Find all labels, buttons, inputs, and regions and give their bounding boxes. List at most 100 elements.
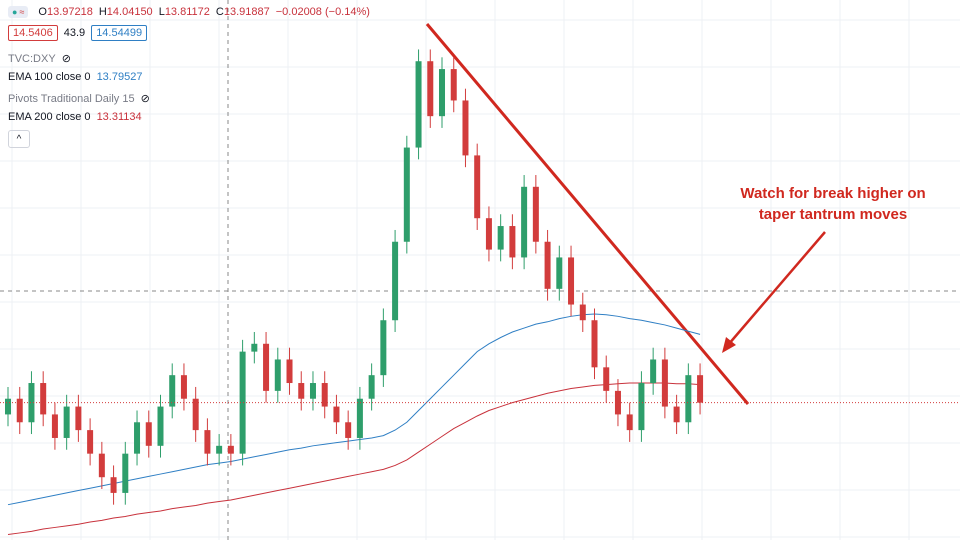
candle-body: [638, 383, 645, 431]
legend-value: 13.79527: [96, 71, 143, 83]
ohlc-l: L13.81172: [159, 6, 210, 18]
legend-name: EMA 100 close 0: [8, 71, 91, 83]
candle-body: [227, 445, 234, 454]
candle-body: [40, 383, 47, 415]
candle-body: [521, 186, 528, 258]
ema-line: [7, 382, 701, 536]
symbol: TVC:DXY: [8, 52, 56, 65]
ohlc-value: 13.97218: [46, 6, 93, 18]
hidden-icon[interactable]: ⊘: [140, 93, 150, 105]
candle-body: [603, 367, 610, 391]
candle-body: [626, 414, 633, 431]
candle-body: [263, 343, 270, 391]
candle-body: [474, 155, 481, 219]
candle-body: [345, 422, 352, 438]
candle-body: [298, 383, 305, 399]
candle-body: [192, 398, 199, 431]
ask[interactable]: 14.54499: [91, 25, 148, 41]
candle-body: [169, 375, 176, 407]
ohlc-label: H: [98, 6, 107, 18]
trend-line: [425, 23, 750, 405]
candle-body: [356, 398, 363, 438]
pivots-row: Pivots Traditional Daily 15 ⊘: [8, 92, 150, 106]
candle-body: [403, 147, 410, 242]
candle-body: [145, 422, 152, 446]
status-icons: ● ≈: [8, 6, 29, 18]
candle-body: [509, 226, 516, 258]
candle-body: [673, 406, 680, 423]
candle-body: [462, 100, 469, 156]
legend-name: EMA 200 close 0: [8, 111, 91, 123]
ohlc-value: 14.04150: [106, 6, 153, 18]
candle-body: [532, 186, 539, 242]
candle-body: [5, 398, 11, 415]
candle-body: [685, 375, 692, 423]
candle-body: [286, 359, 293, 384]
candle-body: [661, 359, 668, 407]
bid[interactable]: 14.5406: [8, 25, 58, 41]
ohlc-value: 13.81172: [164, 6, 210, 18]
annotation: Watch for break higher on: [740, 185, 925, 202]
candle-body: [309, 383, 316, 399]
ohlc-label: C: [215, 6, 224, 18]
candle-body: [157, 406, 164, 446]
candle-body: [216, 445, 223, 454]
candle-body: [180, 375, 187, 399]
candle-body: [368, 375, 375, 399]
hidden-icon[interactable]: ⊘: [61, 53, 71, 65]
candle-body: [239, 351, 246, 454]
candle-body: [333, 406, 340, 423]
ohlc-value: 13.91887: [223, 6, 270, 18]
ohlc-row: ● ≈ O13.97218 H14.04150 L13.81172 C13.918…: [8, 6, 370, 18]
candle-body: [204, 430, 211, 454]
candle-body: [439, 69, 446, 117]
candle-body: [274, 359, 281, 391]
candle-body: [87, 430, 94, 454]
ohlc-label: L: [158, 6, 165, 18]
arrow-shaft: [727, 231, 826, 346]
candle-body: [63, 406, 70, 438]
ohlc-label: O: [38, 6, 47, 18]
candle-body: [650, 359, 657, 384]
candle-body: [380, 320, 387, 376]
arrow-head: [722, 337, 736, 353]
candle-body: [556, 257, 563, 289]
candle-body: [568, 257, 575, 305]
candle-body: [251, 343, 258, 352]
ohlc-h: H14.04150: [99, 6, 153, 18]
symbol-row: TVC:DXY ⊘: [8, 52, 71, 66]
ohlc-o: O13.97218: [38, 6, 92, 18]
candle-body: [450, 69, 457, 101]
candle-body: [75, 406, 82, 431]
candle-body: [98, 453, 105, 478]
candle-body: [134, 422, 141, 454]
candle-body: [51, 414, 58, 438]
candle-body: [28, 383, 35, 423]
candle-body: [497, 226, 504, 250]
pivots: Pivots Traditional Daily 15: [8, 92, 135, 105]
candle-body: [16, 398, 23, 423]
candle-body: [110, 477, 117, 493]
candle-body: [544, 241, 551, 289]
candle-body: [579, 304, 586, 321]
candle-body: [321, 383, 328, 407]
candle-body: [415, 61, 422, 148]
ema200-row: EMA 200 close 0 13.31134: [8, 111, 142, 123]
candle-body: [697, 375, 704, 403]
collapse-button[interactable]: ^: [8, 130, 30, 148]
legend-value: 13.31134: [96, 111, 142, 123]
candle-body: [122, 453, 129, 493]
ohlc-c: C13.91887: [216, 6, 270, 18]
candle-body: [392, 241, 399, 321]
quote-row: 14.5406 43.9 14.54499: [8, 25, 148, 41]
candle-body: [591, 320, 598, 368]
candle-body: [485, 218, 492, 250]
change: −0.02008 (−0.14%): [275, 6, 370, 18]
candle-body: [614, 390, 621, 415]
candle-body: [427, 61, 434, 117]
ema100-row: EMA 100 close 0 13.79527: [8, 71, 142, 83]
spread: 43.9: [63, 27, 86, 39]
annotation: taper tantrum moves: [759, 206, 907, 223]
